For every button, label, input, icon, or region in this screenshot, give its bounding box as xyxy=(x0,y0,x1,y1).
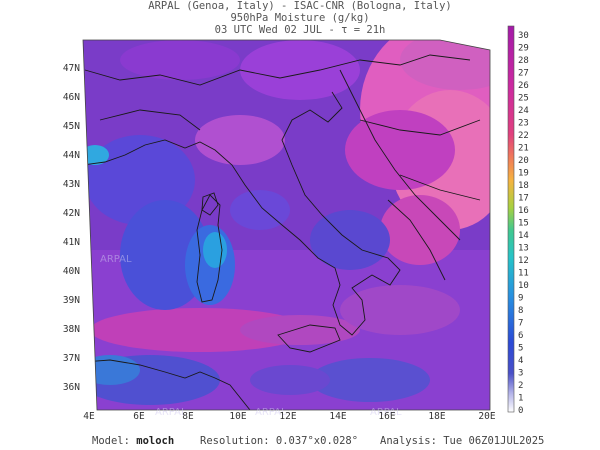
lon-label: 12E xyxy=(279,411,296,422)
lon-label: 8E xyxy=(182,411,194,422)
colorbar-label: 22 xyxy=(518,131,529,141)
colorbar-label: 19 xyxy=(518,169,529,179)
lon-label: 6E xyxy=(133,411,145,422)
resolution-label: Resolution: xyxy=(200,435,270,447)
colorbar-label: 8 xyxy=(518,306,523,316)
title-line-1: ARPAL (Genoa, Italy) - ISAC-CNR (Bologna… xyxy=(148,0,452,12)
lon-label: 14E xyxy=(329,411,346,422)
colorbar-label: 12 xyxy=(518,256,529,266)
colorbar-labels: 30 29 28 27 26 25 24 23 22 21 20 19 18 1… xyxy=(518,31,529,416)
colorbar-label: 4 xyxy=(518,356,523,366)
title-line-3: 03 UTC Wed 02 JUL - τ = 21h xyxy=(214,24,386,36)
lat-label: 37N xyxy=(63,353,80,364)
colorbar-label: 9 xyxy=(518,294,523,304)
colorbar-label: 2 xyxy=(518,381,523,391)
colorbar-label: 3 xyxy=(518,369,523,379)
lat-label: 47N xyxy=(63,63,80,74)
lat-label: 41N xyxy=(63,237,80,248)
model-label: Model: xyxy=(92,435,130,447)
colorbar-label: 20 xyxy=(518,156,529,166)
watermark-3: ARPAL xyxy=(255,407,287,418)
watermark-4: ARPAL xyxy=(370,407,402,418)
colorbar-label: 16 xyxy=(518,206,529,216)
colorbar xyxy=(507,25,515,413)
colorbar-label: 0 xyxy=(518,406,523,416)
lat-label: 45N xyxy=(63,121,80,132)
footer-analysis: Analysis: Tue 06Z01JUL2025 xyxy=(380,435,544,447)
analysis-value: Tue 06Z01JUL2025 xyxy=(443,435,545,447)
moisture-field xyxy=(83,40,490,410)
resolution-value: 0.037°x0.028° xyxy=(275,435,359,447)
colorbar-label: 27 xyxy=(518,69,529,79)
model-value: moloch xyxy=(136,435,175,447)
lat-label: 44N xyxy=(63,150,80,161)
moisture-map: ARPAL ARPAL ARPAL ARPAL 47N 46N 45N 44N … xyxy=(63,25,529,422)
colorbar-label: 29 xyxy=(518,44,529,54)
colorbar-label: 26 xyxy=(518,81,529,91)
lat-label: 39N xyxy=(63,295,80,306)
colorbar-label: 13 xyxy=(518,244,529,254)
lon-label: 4E xyxy=(83,411,95,422)
lat-label: 46N xyxy=(63,92,80,103)
colorbar-label: 23 xyxy=(518,119,529,129)
colorbar-label: 7 xyxy=(518,319,523,329)
colorbar-label: 24 xyxy=(518,106,529,116)
colorbar-label: 18 xyxy=(518,181,529,191)
lat-label: 43N xyxy=(63,179,80,190)
lat-label: 42N xyxy=(63,208,80,219)
colorbar-label: 5 xyxy=(518,344,523,354)
colorbar-label: 1 xyxy=(518,394,523,404)
lon-label: 20E xyxy=(478,411,495,422)
colorbar-label: 17 xyxy=(518,194,529,204)
lat-label: 40N xyxy=(63,266,80,277)
footer-resolution: Resolution: 0.037°x0.028° xyxy=(200,435,358,447)
colorbar-label: 6 xyxy=(518,331,523,341)
colorbar-label: 15 xyxy=(518,219,529,229)
analysis-label: Analysis: xyxy=(380,435,437,447)
lon-label: 16E xyxy=(378,411,395,422)
coastlines xyxy=(83,54,481,410)
colorbar-label: 11 xyxy=(518,269,529,279)
colorbar-label: 10 xyxy=(518,281,529,291)
colorbar-label: 21 xyxy=(518,144,529,154)
footer-model: Model: moloch xyxy=(92,435,174,447)
colorbar-label: 14 xyxy=(518,231,529,241)
watermark-1: ARPAL xyxy=(100,254,132,265)
title-line-2: 950hPa Moisture (g/kg) xyxy=(230,12,370,24)
lat-label: 38N xyxy=(63,324,80,335)
colorbar-label: 28 xyxy=(518,56,529,66)
lat-label: 36N xyxy=(63,382,80,393)
colorbar-label: 25 xyxy=(518,94,529,104)
lon-label: 18E xyxy=(428,411,445,422)
lon-label: 10E xyxy=(229,411,246,422)
colorbar-label: 30 xyxy=(518,31,529,41)
watermark-2: ARPAL xyxy=(155,407,187,418)
